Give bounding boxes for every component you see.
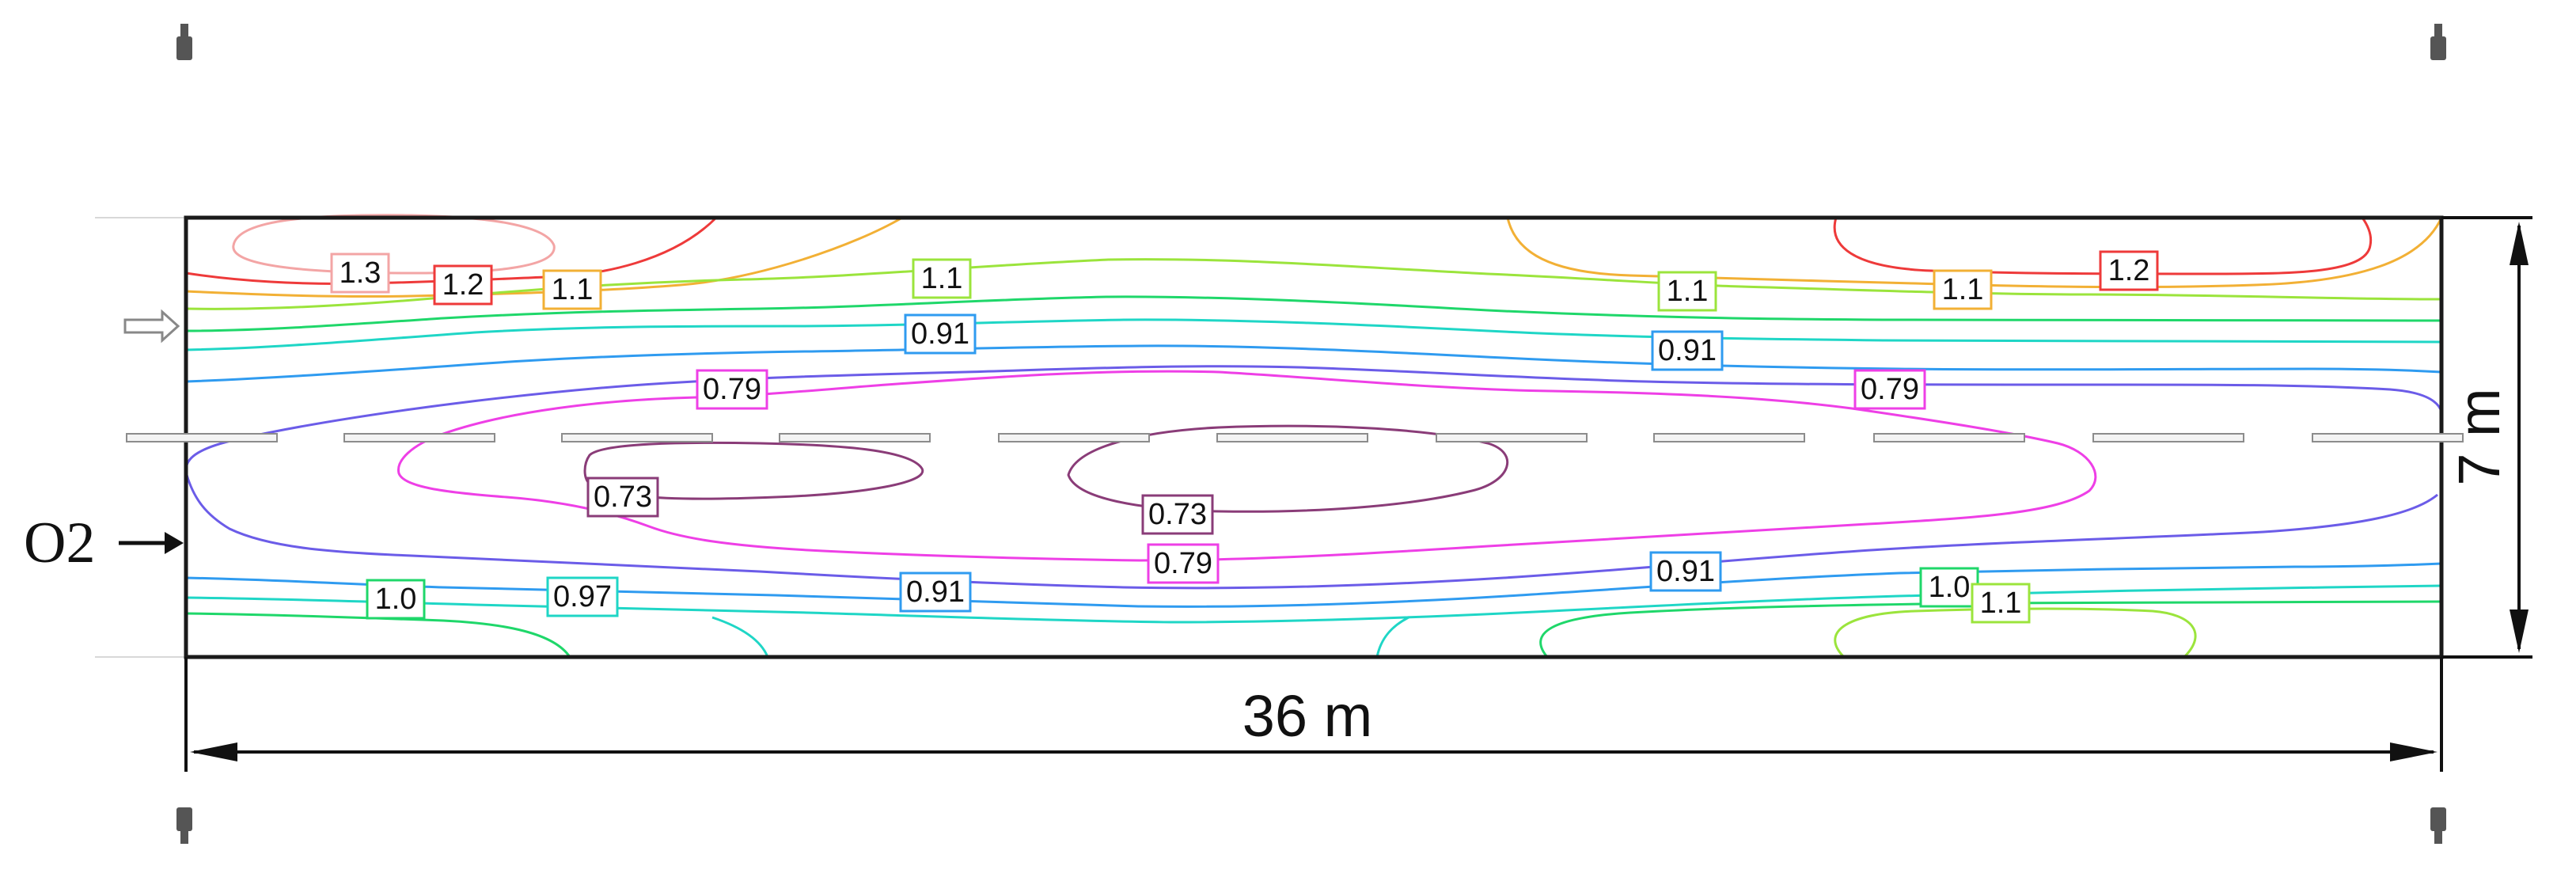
svg-text:0.73: 0.73 (594, 480, 652, 514)
centerline-dashes (126, 433, 2464, 442)
contour-label: 0.91 (1649, 551, 1722, 592)
contour-label: 0.73 (1141, 494, 1214, 535)
contour-1-1-green (185, 258, 2442, 310)
contour-label: 1.1 (542, 269, 602, 310)
contour-0-91-top (185, 344, 2442, 383)
contour-label: 1.1 (912, 258, 972, 299)
svg-text:1.3: 1.3 (340, 256, 381, 290)
svg-text:0.79: 0.79 (1861, 373, 1919, 406)
hollow-arrow-icon (123, 309, 180, 344)
svg-text:1.1: 1.1 (1667, 275, 1709, 308)
contour-label: 0.79 (1853, 369, 1926, 410)
pin-icon (2430, 807, 2446, 844)
contour-0-79 (397, 370, 2097, 562)
svg-text:1.0: 1.0 (1929, 571, 1971, 604)
contour-0-97-bottom (185, 584, 2442, 624)
svg-text:0.91: 0.91 (1656, 555, 1715, 588)
contour-0-85 (184, 365, 2443, 590)
contour-0-97-top (185, 318, 2442, 351)
o2-inlet-arrow-icon (119, 532, 184, 554)
contour-1-3 (232, 214, 556, 275)
svg-text:1.1: 1.1 (1980, 587, 2022, 620)
contour-label: 1.0 (1919, 567, 1979, 608)
contour-label: 0.79 (1147, 543, 1220, 584)
svg-text:0.79: 0.79 (1154, 547, 1212, 580)
contour-0-91-bottom (185, 562, 2442, 608)
length-dimension: 36 m (184, 657, 2443, 772)
contour-0-97-tail-left (711, 616, 769, 658)
width-label: 7 m (2446, 388, 2512, 485)
contour-1-2-right (1833, 217, 2373, 275)
contour-0-97-tail-mid (1375, 616, 1409, 658)
contour-label: 1.0 (366, 579, 426, 620)
contour-label: 0.91 (1651, 330, 1724, 371)
pin-icon (176, 24, 192, 60)
contour-label: 1.1 (1971, 583, 2031, 624)
contour-label: 1.2 (2099, 250, 2159, 291)
contour-label: 0.73 (586, 477, 659, 518)
o2-inlet-label: O2 (24, 511, 95, 575)
contour-label: 1.2 (433, 264, 493, 306)
contour-label: 1.1 (1933, 269, 1993, 310)
contour-label: 1.3 (330, 253, 390, 294)
svg-text:0.79: 0.79 (703, 373, 761, 406)
svg-text:1.2: 1.2 (442, 268, 484, 302)
contour-label: 0.79 (696, 369, 768, 410)
contour-label: 0.91 (899, 572, 972, 613)
svg-text:1.2: 1.2 (2108, 254, 2150, 287)
pin-icon (2430, 24, 2446, 60)
contour-labels: 1.3 1.2 1.1 1.1 1.1 1.1 1.2 0.91 0.91 0.… (330, 250, 2159, 624)
svg-text:0.91: 0.91 (906, 575, 965, 609)
svg-text:0.97: 0.97 (553, 580, 612, 613)
contour-1-1-bottom-right (1834, 607, 2197, 659)
svg-text:1.1: 1.1 (1942, 273, 1984, 306)
corner-marker-icons (176, 24, 2446, 844)
contour-1-0-bottom (185, 612, 571, 658)
contour-1-0-top (185, 295, 2442, 332)
svg-text:0.91: 0.91 (1658, 334, 1717, 367)
svg-text:1.0: 1.0 (375, 583, 417, 616)
svg-text:0.91: 0.91 (911, 317, 969, 351)
contour-1-1-orange-right (1506, 217, 2443, 289)
contour-1-0-bottom-right (1539, 600, 2442, 658)
length-label: 36 m (1242, 683, 1373, 749)
width-dimension: 7 m (2441, 216, 2532, 659)
contour-label: 1.1 (1657, 271, 1717, 312)
svg-text:0.73: 0.73 (1148, 498, 1207, 531)
contour-label: 0.97 (546, 576, 619, 617)
contour-label: 0.91 (904, 313, 977, 355)
svg-text:1.1: 1.1 (552, 273, 594, 306)
svg-text:1.1: 1.1 (921, 262, 963, 295)
pin-icon (176, 807, 192, 844)
